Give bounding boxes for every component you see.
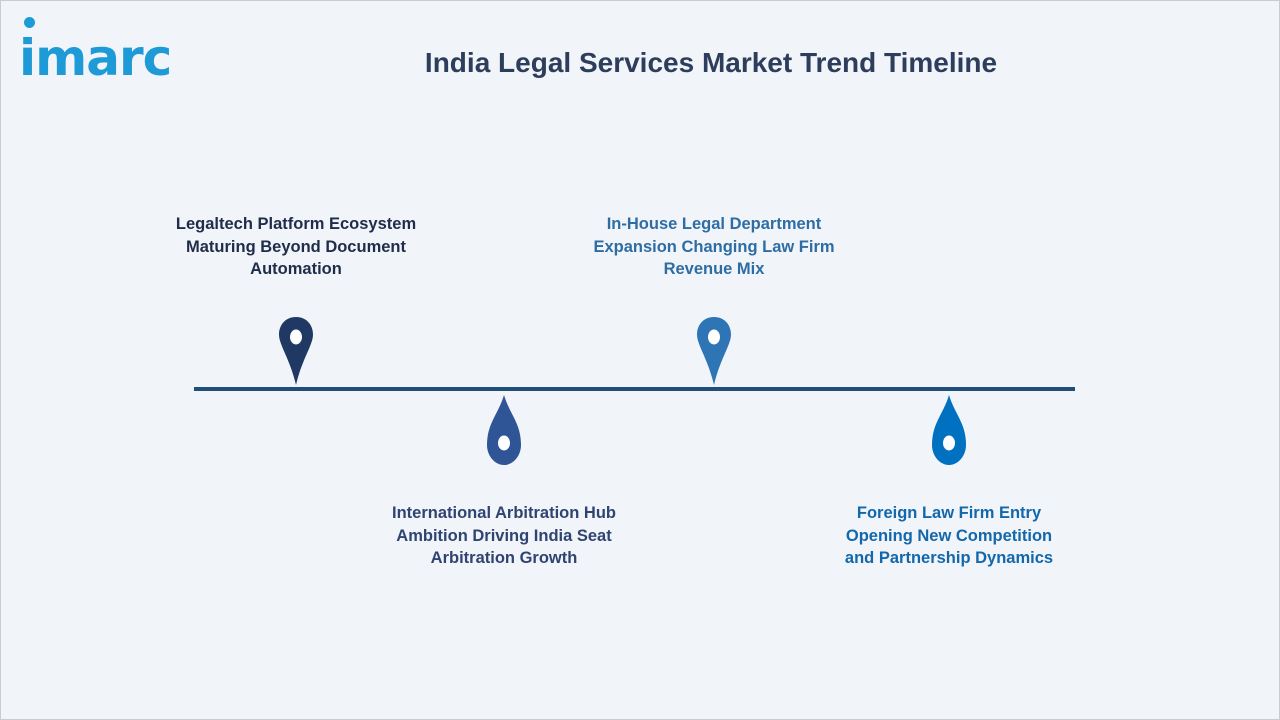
timeline-axis bbox=[194, 387, 1075, 391]
milestone-label-line: Foreign Law Firm Entry bbox=[856, 504, 1042, 522]
droplet-shape bbox=[487, 395, 521, 465]
map-pin-shape bbox=[697, 317, 731, 385]
milestone-label: Foreign Law Firm Entry Opening New Compe… bbox=[819, 502, 1079, 570]
map-pin-hole bbox=[708, 329, 720, 345]
milestone-label-line: Arbitration Growth bbox=[430, 549, 578, 567]
logo-wordmark: imarc bbox=[19, 29, 172, 87]
milestone-label-line: In-House Legal Department bbox=[606, 215, 822, 233]
droplet-icon bbox=[932, 395, 966, 465]
milestone-label-line: Automation bbox=[250, 260, 342, 278]
milestone-label: In-House Legal Department Expansion Chan… bbox=[584, 213, 844, 281]
map-pin-shape bbox=[279, 317, 313, 385]
milestone-label-line: Maturing Beyond Document bbox=[185, 237, 406, 256]
map-pin-icon bbox=[279, 317, 313, 385]
droplet-shape bbox=[932, 395, 966, 465]
imarc-logo: imarc bbox=[19, 15, 205, 87]
milestone-label-line: Expansion Changing Law Firm bbox=[593, 237, 835, 256]
map-pin-icon bbox=[697, 317, 731, 385]
milestone-label-line: Revenue Mix bbox=[663, 260, 765, 278]
milestone-label-line: International Arbitration Hub bbox=[392, 504, 616, 522]
milestone-label-line: Ambition Driving India Seat bbox=[396, 526, 612, 545]
map-pin-hole bbox=[290, 329, 302, 345]
milestone-label: Legaltech Platform Ecosystem Maturing Be… bbox=[166, 213, 426, 281]
droplet-hole bbox=[498, 435, 510, 451]
milestone-label-line: Legaltech Platform Ecosystem bbox=[175, 215, 417, 233]
droplet-hole bbox=[943, 435, 955, 451]
droplet-icon bbox=[487, 395, 521, 465]
milestone-label-line: and Partnership Dynamics bbox=[844, 549, 1054, 567]
milestone-label-line: Opening New Competition bbox=[845, 526, 1053, 545]
logo-dot bbox=[24, 17, 35, 28]
page-title: India Legal Services Market Trend Timeli… bbox=[424, 47, 998, 78]
milestone-label: International Arbitration Hub Ambition D… bbox=[374, 502, 634, 570]
